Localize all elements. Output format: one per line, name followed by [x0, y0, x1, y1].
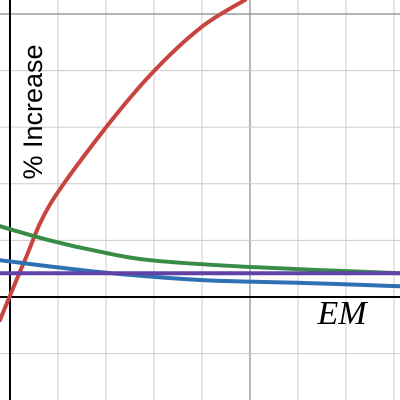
curve	[0, 0, 248, 323]
curve	[0, 258, 400, 289]
x-axis-label: EM	[316, 295, 368, 332]
curve	[0, 224, 400, 276]
y-axis-label: % Increase	[18, 44, 48, 179]
